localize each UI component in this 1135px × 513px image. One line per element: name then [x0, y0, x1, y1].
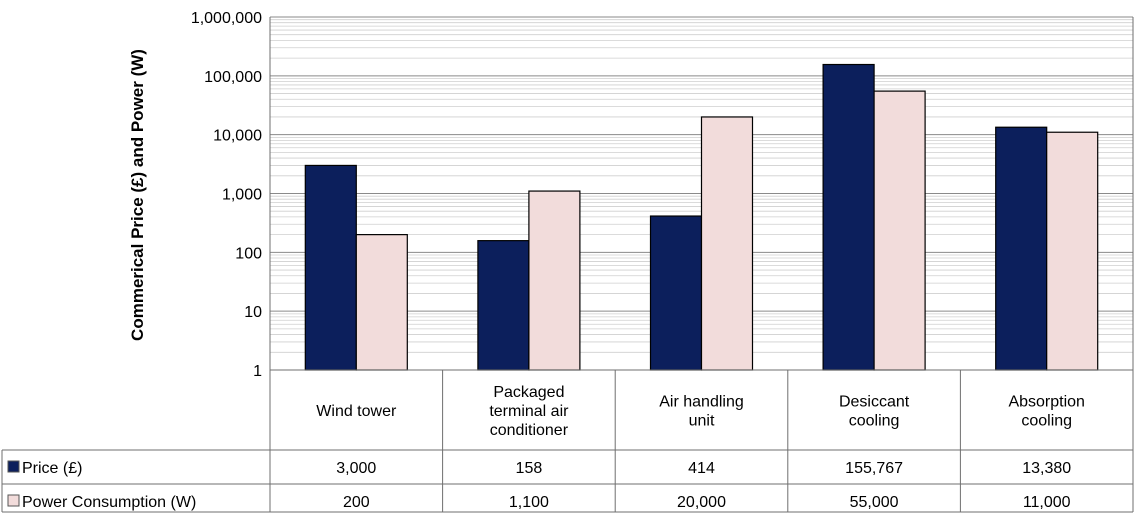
table-cell-value: 1,100: [509, 494, 549, 511]
bar-power-1: [528, 190, 581, 371]
table-cell-value: 11,000: [1023, 494, 1071, 511]
x-category-label: Absorption cooling: [1008, 394, 1085, 430]
series-name: Power Consumption (W): [22, 494, 196, 511]
table-cell-value: 3,000: [336, 460, 376, 477]
plot-frame: [1, 17, 1134, 513]
bar-power-2: [700, 116, 754, 371]
y-tick-label: 10,000: [213, 128, 262, 145]
y-tick-label: 10: [244, 304, 262, 321]
y-tick-label: 100,000: [204, 69, 262, 86]
bars: [304, 63, 1099, 371]
table-cell-value: 414: [688, 460, 715, 477]
y-tick-label: 1,000,000: [191, 10, 262, 27]
y-tick-label: 1: [253, 363, 262, 380]
x-category-label: Packaged terminal air conditioner: [489, 384, 569, 439]
bar-price-2: [649, 215, 703, 371]
bar-price-3: [822, 63, 875, 371]
data-table: Wind tower Packaged terminal air conditione…: [7, 384, 1085, 511]
bar-power-0: [355, 234, 408, 371]
bar-price-0: [304, 164, 357, 371]
table-cell-value: 55,000: [850, 494, 899, 511]
table-cell-value: 13,380: [1022, 460, 1071, 477]
x-category-label: Air handling unit: [659, 394, 744, 430]
y-tick-label: 1,000: [222, 187, 262, 204]
table-cell-value: 158: [516, 460, 543, 477]
table-cell-value: 200: [343, 494, 370, 511]
bar-price-4: [995, 126, 1048, 371]
y-tick-label: 100: [235, 245, 262, 262]
legend-key-price: [7, 460, 20, 473]
legend-key-power: [7, 494, 20, 507]
y-axis-ticks: 1 10 100 1,000 10,000 100,000 1,000,000: [191, 10, 262, 380]
bar-power-3: [873, 90, 926, 371]
bar-power-4: [1046, 131, 1099, 371]
y-axis-label: Commerical Price (£) and Power (W): [128, 49, 147, 341]
table-cell-value: 155,767: [845, 460, 903, 477]
series-name: Price (£): [22, 460, 82, 477]
table-cell-value: 20,000: [677, 494, 726, 511]
x-category-label: Wind tower: [316, 403, 397, 420]
bar-price-1: [477, 240, 530, 371]
x-category-label: Desiccant cooling: [839, 394, 910, 430]
